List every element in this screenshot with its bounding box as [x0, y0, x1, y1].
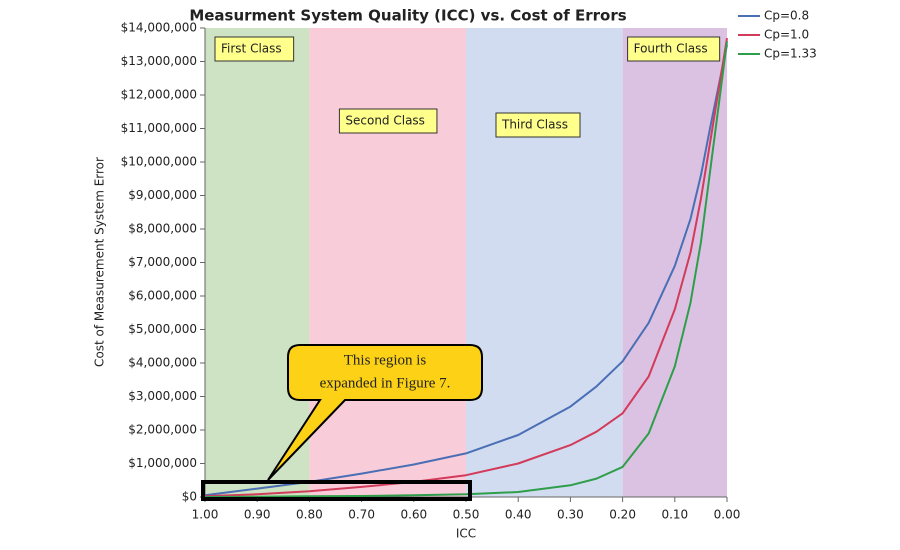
x-tick-label: 0.70: [348, 508, 375, 522]
regions: First Class Second Class Third Class Fourth…: [205, 28, 727, 497]
y-tick-label: $4,000,000: [128, 356, 197, 370]
region-label-box: [338, 108, 438, 134]
y-tick-label: $3,000,000: [128, 389, 197, 403]
series-line: [204, 44, 728, 497]
region-label-box: [214, 36, 295, 62]
x-tick-label: 0.30: [557, 508, 584, 522]
legend-label: Cp=0.8: [764, 9, 809, 23]
speech-bubble: [267, 344, 483, 481]
y-tick-label: $5,000,000: [128, 322, 197, 336]
y-axis-label: Cost of Measurement System Error: [93, 157, 107, 367]
region-label: Fourth Class: [634, 42, 708, 56]
callout: This region is expanded in Figure 7.: [201, 344, 483, 501]
callout-text: expanded in Figure 7.: [320, 375, 451, 391]
y-tick-label: $8,000,000: [128, 222, 197, 236]
legend: Cp=0.8 Cp=1.0 Cp=1.33: [738, 9, 817, 61]
region: [622, 28, 727, 497]
region-label: First Class: [221, 42, 282, 56]
y-tick-label: $11,000,000: [121, 121, 197, 135]
y-tick-label: $6,000,000: [128, 289, 197, 303]
x-tick-label: 1.00: [192, 508, 219, 522]
y-tick-label: $12,000,000: [121, 88, 197, 102]
x-tick-label: 0.40: [505, 508, 532, 522]
y-tick-label: $1,000,000: [128, 456, 197, 470]
region-label: Third Class: [501, 118, 568, 132]
y-tick-label: $2,000,000: [128, 423, 197, 437]
y-tick-label: $13,000,000: [121, 54, 197, 68]
y-tick-label: $14,000,000: [121, 21, 197, 35]
region-label: Second Class: [345, 114, 425, 128]
region: [466, 28, 623, 497]
x-tick-label: 0.80: [296, 508, 323, 522]
highlight-box: [201, 480, 472, 501]
legend-label: Cp=1.33: [764, 47, 817, 61]
x-tick-label: 0.10: [661, 508, 688, 522]
x-tick-label: 0.60: [400, 508, 427, 522]
y-tick-label: $7,000,000: [128, 255, 197, 269]
series-line: [204, 37, 728, 498]
y-tick-label: $10,000,000: [121, 155, 197, 169]
y-tick-label: $0: [182, 490, 197, 504]
x-axis-label: ICC: [456, 527, 476, 541]
region-label-box: [495, 112, 581, 138]
plot: $0 $1,000,000 $2,000,000 $3,000,000 $4,000,0…: [121, 21, 741, 522]
region: [309, 28, 466, 497]
region: [205, 28, 310, 497]
x-tick-label: 0.00: [714, 508, 741, 522]
x-tick-label: 0.50: [453, 508, 480, 522]
series-line: [204, 41, 728, 498]
y-tick-label: $9,000,000: [128, 188, 197, 202]
legend-label: Cp=1.0: [764, 28, 809, 42]
callout-text: This region is: [344, 352, 427, 368]
x-tick-label: 0.90: [244, 508, 271, 522]
region-label-box: [627, 36, 721, 62]
x-tick-label: 0.20: [609, 508, 636, 522]
chart-title: Measurment System Quality (ICC) vs. Cost…: [189, 7, 626, 25]
